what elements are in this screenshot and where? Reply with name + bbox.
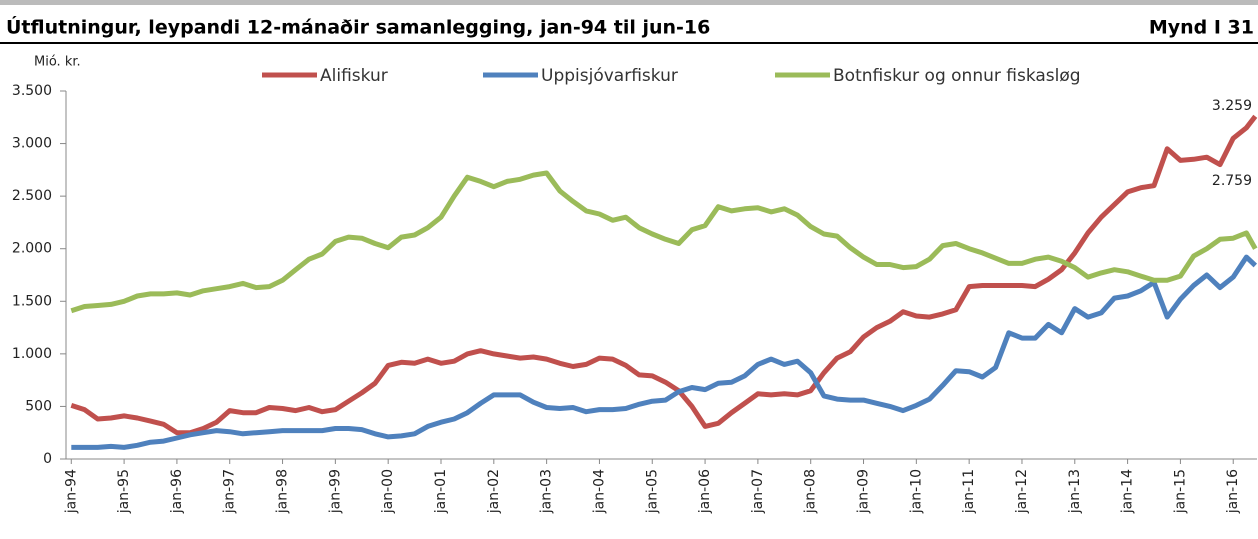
y-tick-label: 3.500 (12, 83, 52, 99)
legend-label: Uppisjóvarfiskur (541, 66, 678, 86)
x-tick-label: jan-09 (856, 469, 872, 514)
series-line (71, 254, 1258, 450)
x-tick-label: jan-06 (697, 469, 713, 514)
x-tick-label: jan-14 (1120, 469, 1136, 514)
y-tick-label: 2.000 (12, 241, 52, 257)
legend-label: Alifiskur (320, 66, 388, 86)
y-tick-label: 3.000 (12, 136, 52, 152)
x-tick-label: jan-01 (433, 469, 449, 514)
x-tick-label: jan-95 (116, 469, 132, 514)
x-tick-label: jan-08 (803, 469, 819, 514)
y-tick-label: 500 (25, 398, 52, 414)
x-tick-label: jan-98 (275, 469, 291, 514)
legend-label: Botnfiskur og onnur fiskasløg (833, 66, 1081, 86)
x-tick-label: jan-00 (380, 469, 396, 514)
series-line (70, 114, 1258, 436)
x-tick-label: jan-11 (961, 469, 977, 514)
x-tick-label: jan-97 (222, 469, 238, 514)
top-band (0, 0, 1258, 5)
x-tick-label: jan-03 (539, 469, 555, 514)
x-tick-label: jan-10 (908, 469, 924, 514)
x-tick-label: jan-07 (750, 469, 766, 514)
x-tick-label: jan-05 (644, 469, 660, 514)
x-tick-label: jan-96 (169, 469, 185, 514)
x-tick-label: jan-15 (1172, 469, 1188, 514)
y-tick-label: 1.000 (12, 346, 52, 362)
y-tick-label: 2.500 (12, 188, 52, 204)
annotation: 2.759 (1212, 173, 1252, 189)
chart-title: Útflutningur, leypandi 12-mánaðir samanl… (6, 15, 710, 39)
x-tick-label: jan-12 (1014, 469, 1030, 514)
x-tick-label: jan-02 (486, 469, 502, 514)
x-tick-label: jan-16 (1225, 469, 1241, 514)
series-line (70, 170, 1258, 314)
y-tick-label: 1.500 (12, 293, 52, 309)
x-tick-label: jan-13 (1067, 469, 1083, 514)
x-tick-label: jan-04 (591, 469, 607, 514)
y-tick-label: 0 (43, 451, 52, 467)
annotation: 3.259 (1212, 98, 1252, 114)
x-tick-label: jan-99 (327, 469, 343, 514)
x-tick-label: jan-94 (63, 469, 79, 514)
y-axis-label: Mió. kr. (34, 55, 81, 70)
figure-label: Mynd I 31 (1149, 17, 1254, 39)
